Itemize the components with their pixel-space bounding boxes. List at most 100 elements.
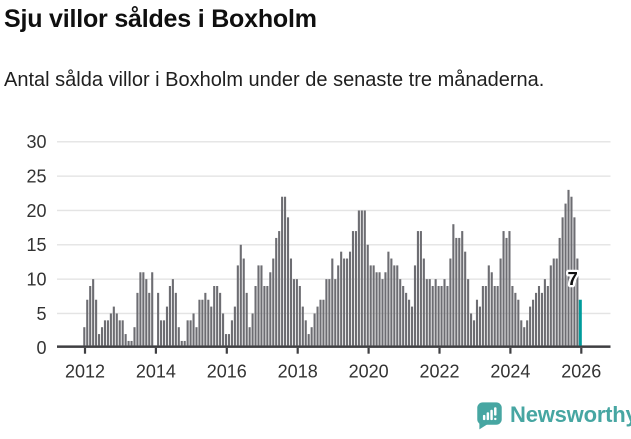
bar [351, 231, 355, 346]
bar [189, 320, 192, 346]
bar [319, 299, 322, 346]
bar [207, 299, 210, 346]
bar [201, 299, 204, 346]
bar [470, 313, 473, 346]
bar [505, 237, 508, 346]
bar [434, 279, 437, 346]
bar [98, 334, 101, 346]
bar [357, 210, 360, 346]
bar [534, 292, 538, 346]
bar [266, 286, 269, 346]
bar [275, 237, 278, 346]
bar [472, 320, 476, 346]
bar [142, 272, 145, 346]
bar [86, 299, 89, 346]
bar [304, 320, 307, 346]
bar [567, 189, 570, 346]
bar [289, 258, 293, 346]
bar [343, 258, 346, 346]
bar [496, 286, 499, 346]
bar [124, 334, 127, 346]
gridline [57, 175, 611, 177]
bar [186, 320, 189, 346]
bar [136, 292, 139, 346]
gridline [57, 141, 611, 143]
x-axis-tick-label: 2022 [419, 361, 459, 381]
y-axis-tick-label: 30 [26, 132, 46, 152]
chart-subtitle: Antal sålda villor i Boxholm under de se… [4, 69, 545, 91]
bar [366, 244, 369, 346]
bar [310, 327, 313, 346]
bar [381, 279, 384, 346]
bar [405, 292, 408, 346]
bar [449, 258, 452, 346]
bar [139, 272, 142, 346]
gridline [57, 278, 611, 280]
speech-bubble-shape [477, 401, 502, 429]
bar [446, 286, 449, 346]
bar [92, 279, 95, 346]
bar [461, 231, 464, 346]
bar [162, 320, 166, 346]
bar [372, 265, 375, 346]
bar [100, 327, 104, 346]
bar [106, 320, 109, 346]
bar [546, 286, 549, 346]
x-axis-line [57, 345, 611, 348]
bar [499, 258, 502, 346]
mini-bar-chart-glyph [482, 406, 497, 420]
y-axis-tick-label: 10 [26, 269, 46, 289]
bar [443, 279, 446, 346]
bar [452, 224, 455, 346]
bar [526, 320, 529, 346]
bar [422, 258, 425, 346]
bar [378, 272, 381, 346]
bar [233, 306, 236, 346]
bar [511, 286, 514, 346]
bar [278, 231, 281, 346]
bar [464, 251, 467, 346]
x-axis-tick-label: 2016 [207, 361, 247, 381]
bar [490, 272, 493, 346]
x-axis-tick-label: 2012 [65, 361, 105, 381]
bar [523, 327, 526, 346]
y-axis-tick-label: 5 [36, 304, 46, 324]
bar [340, 251, 343, 346]
y-axis-tick-label: 20 [26, 201, 46, 221]
bar [337, 265, 340, 346]
bar [402, 286, 405, 346]
bar [322, 299, 325, 346]
bar [540, 292, 543, 346]
bar [83, 327, 86, 346]
x-axis-tick-label: 2018 [278, 361, 318, 381]
bar [532, 299, 535, 346]
bar [121, 320, 124, 346]
bar [520, 320, 523, 346]
bar [543, 279, 546, 346]
bar [369, 265, 372, 346]
bar [157, 292, 160, 346]
bar [254, 286, 257, 346]
bar [413, 265, 417, 346]
bar [508, 231, 511, 346]
bar [160, 320, 163, 346]
bar [224, 334, 228, 346]
x-axis-tick [225, 347, 228, 354]
newsworthy-logo-text: Newsworthy [510, 402, 631, 427]
bar [478, 306, 481, 346]
x-axis-tick-label: 2014 [136, 361, 176, 381]
x-axis-tick-label: 2026 [561, 361, 601, 381]
bar [375, 272, 378, 346]
bar [272, 258, 275, 346]
bar [260, 265, 263, 346]
bar [151, 272, 154, 346]
bar [484, 286, 487, 346]
bar [230, 320, 233, 346]
bar [180, 340, 183, 346]
bar [325, 279, 328, 346]
newsworthy-logo[interactable]: Newsworthy [476, 398, 631, 432]
x-axis-tick-label: 2020 [349, 361, 389, 381]
bar [174, 292, 177, 346]
bar [399, 279, 402, 346]
